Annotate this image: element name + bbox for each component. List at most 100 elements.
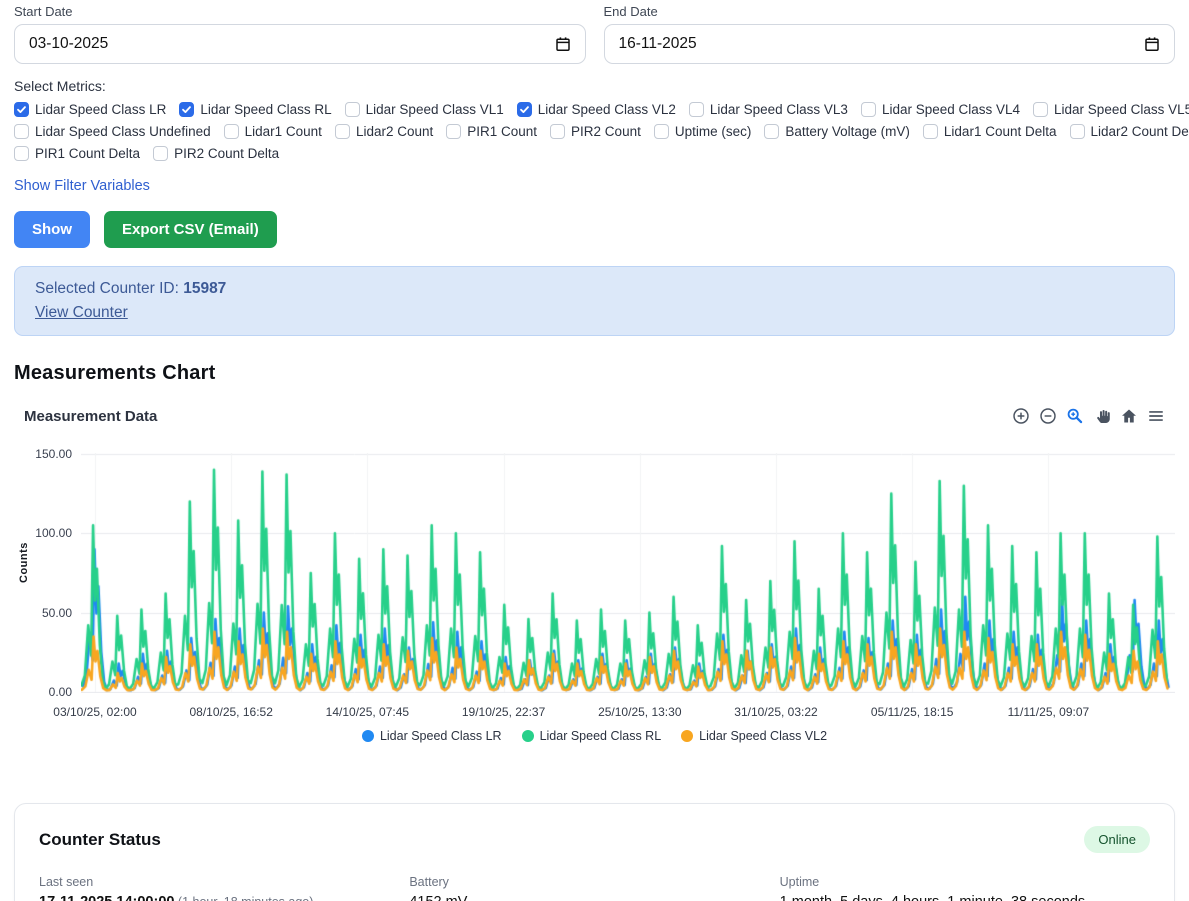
metric-checkbox-item[interactable]: Battery Voltage (mV)	[764, 124, 910, 139]
action-buttons: Show Export CSV (Email)	[14, 211, 1175, 248]
measurements-chart-heading: Measurements Chart	[14, 362, 216, 384]
zoom-out-button[interactable]	[1039, 407, 1057, 425]
metric-label: Lidar Speed Class VL5	[1054, 102, 1189, 117]
metric-checkbox-item[interactable]: Lidar Speed Class VL3	[688, 102, 848, 117]
calendar-icon[interactable]	[1144, 36, 1160, 52]
metric-checkbox-item[interactable]: PIR2 Count Delta	[153, 146, 279, 161]
metric-checkbox-item[interactable]: Lidar2 Count Delta	[1069, 124, 1189, 139]
checkbox-icon[interactable]	[860, 102, 876, 117]
metric-checkbox-item[interactable]: Lidar2 Count	[334, 124, 433, 139]
metric-label: Lidar Speed Class LR	[35, 102, 167, 117]
legend-dot-icon	[681, 730, 694, 742]
status-field-label: Battery	[409, 875, 449, 889]
end-date-value: 16-11-2025	[618, 35, 697, 52]
checkbox-icon[interactable]	[550, 124, 566, 139]
export-csv-button[interactable]: Export CSV (Email)	[104, 211, 277, 248]
legend-label: Lidar Speed Class RL	[539, 729, 662, 743]
metric-checkbox-item[interactable]: Uptime (sec)	[653, 124, 752, 139]
x-tick-label: 25/10/25, 13:30	[598, 705, 682, 719]
checkbox-icon[interactable]	[516, 102, 532, 117]
end-date-label: End Date	[603, 4, 658, 19]
status-field-label: Uptime	[779, 875, 820, 889]
metric-checkbox-item[interactable]: Lidar Speed Class VL4	[860, 102, 1021, 117]
chart-plot-area: Counts 0.00 50.00 100.00 150.00 03/10/25, 0…	[14, 433, 1175, 751]
x-tick-label: 19/10/25, 22:37	[461, 705, 546, 719]
y-tick-label: 100.00	[35, 526, 72, 541]
calendar-icon[interactable]	[555, 36, 571, 52]
chart-toolbar	[1012, 407, 1165, 425]
metric-label: Lidar Speed Class VL4	[881, 102, 1021, 117]
checkbox-icon[interactable]	[14, 124, 29, 139]
metric-label: Lidar Speed Class RL	[200, 102, 332, 117]
metric-label: Lidar1 Count	[244, 124, 322, 139]
legend-item[interactable]: Lidar Speed Class LR	[361, 729, 502, 743]
y-tick-label: 0.00	[48, 685, 72, 699]
metric-label: PIR1 Count Delta	[35, 146, 141, 161]
checkbox-icon[interactable]	[153, 146, 169, 161]
show-button[interactable]: Show	[14, 211, 90, 248]
selected-counter-id: 15987	[183, 280, 227, 297]
legend-item[interactable]: Lidar Speed Class RL	[521, 729, 662, 743]
box-zoom-button[interactable]	[1066, 407, 1084, 425]
x-tick-label: 03/10/25, 02:00	[53, 705, 137, 719]
view-counter-link[interactable]: View Counter	[35, 304, 128, 321]
checkbox-icon[interactable]	[922, 124, 938, 139]
selected-counter-prefix: Selected Counter ID:	[35, 280, 184, 297]
pan-hand-icon	[1093, 410, 1111, 428]
counter-status-fields: Last seen 17-11-2025 14:00:00 (1 hour, 1…	[39, 875, 1150, 901]
checkbox-icon[interactable]	[764, 124, 780, 139]
zoom-in-button[interactable]	[1012, 407, 1030, 425]
home-button[interactable]	[1120, 407, 1138, 425]
start-date-group: Start Date 03-10-2025	[14, 4, 586, 64]
checkbox-icon[interactable]	[14, 146, 29, 161]
metric-label: Lidar Speed Class VL2	[537, 102, 676, 117]
menu-icon	[1147, 411, 1165, 428]
checkbox-icon[interactable]	[334, 124, 350, 139]
pan-button[interactable]	[1093, 407, 1111, 425]
zoom-out-icon	[1039, 408, 1057, 428]
checkbox-icon[interactable]	[179, 102, 195, 117]
counter-status-header: Counter Status Online	[39, 826, 1150, 853]
start-date-input[interactable]: 03-10-2025	[14, 24, 586, 64]
metric-checkbox-item[interactable]: Lidar Speed Class VL5	[1033, 102, 1189, 117]
x-tick-label: 31/10/25, 03:22	[734, 705, 818, 719]
checkbox-icon[interactable]	[1033, 102, 1049, 117]
checkbox-icon[interactable]	[446, 124, 462, 139]
metric-checkbox-item[interactable]: PIR1 Count	[446, 124, 537, 139]
end-date-input[interactable]: 16-11-2025	[603, 24, 1175, 64]
checkbox-icon[interactable]	[1069, 124, 1085, 139]
menu-button[interactable]	[1147, 407, 1165, 425]
y-axis-title: Counts	[18, 542, 30, 583]
metric-label: Lidar Speed Class VL1	[365, 102, 504, 117]
show-filter-variables-link[interactable]: Show Filter Variables	[14, 178, 150, 194]
legend-item[interactable]: Lidar Speed Class VL2	[681, 729, 827, 743]
metrics-rows: Lidar Speed Class LR Lidar Speed Class R…	[14, 102, 1189, 161]
checkbox-icon[interactable]	[14, 102, 29, 117]
selected-counter-line: Selected Counter ID: 15987	[35, 280, 1154, 298]
checkbox-icon[interactable]	[653, 124, 669, 139]
metric-label: Uptime (sec)	[674, 124, 752, 139]
x-tick-label: 11/11/25, 09:07	[1007, 705, 1090, 719]
checkbox-icon[interactable]	[344, 102, 360, 117]
x-tick-label: 05/11/25, 18:15	[870, 705, 954, 719]
checkbox-icon[interactable]	[223, 124, 239, 139]
legend-dot-icon	[521, 730, 534, 742]
chart-canvas[interactable]	[81, 453, 1175, 693]
metric-checkbox-item[interactable]: Lidar Speed Class LR	[14, 102, 166, 117]
metric-checkbox-item[interactable]: PIR1 Count Delta	[14, 146, 140, 161]
metrics-row: PIR1 Count Delta PIR2 Count Delta	[14, 146, 1175, 161]
metric-checkbox-item[interactable]: Lidar Speed Class VL1	[344, 102, 504, 117]
metric-checkbox-item[interactable]: Lidar1 Count	[223, 124, 322, 139]
checkbox-icon[interactable]	[688, 102, 704, 117]
metric-checkbox-item[interactable]: PIR2 Count	[550, 124, 641, 139]
metric-label: Lidar2 Count Delta	[1090, 124, 1189, 139]
metric-checkbox-item[interactable]: Lidar Speed Class RL	[179, 102, 332, 117]
status-field-value: 1 month, 5 days, 4 hours, 1 minute, 38 s…	[780, 894, 1150, 901]
metric-checkbox-item[interactable]: Lidar1 Count Delta	[922, 124, 1057, 139]
counter-status-card: Counter Status Online Last seen 17-11-20…	[14, 803, 1175, 901]
metric-label: Battery Voltage (mV)	[785, 124, 910, 139]
metric-checkbox-item[interactable]: Lidar Speed Class Undefined	[14, 124, 211, 139]
y-tick-label: 150.00	[35, 447, 72, 461]
metric-checkbox-item[interactable]: Lidar Speed Class VL2	[516, 102, 676, 117]
metric-label: Lidar1 Count Delta	[943, 124, 1057, 139]
